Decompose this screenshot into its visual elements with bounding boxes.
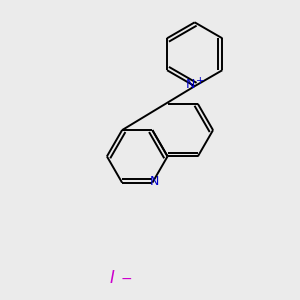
- Text: I: I: [109, 269, 114, 287]
- Text: N: N: [186, 78, 196, 92]
- Text: −: −: [120, 272, 132, 286]
- Text: +: +: [196, 76, 204, 86]
- Text: N: N: [149, 175, 159, 188]
